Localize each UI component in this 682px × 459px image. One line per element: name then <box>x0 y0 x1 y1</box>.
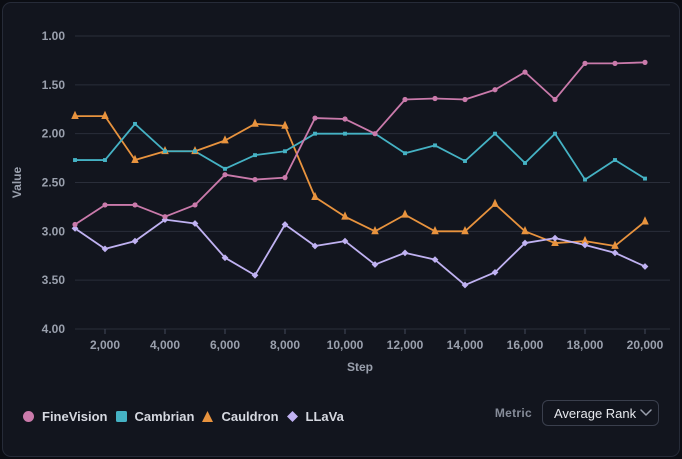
svg-text:2.00: 2.00 <box>42 127 66 141</box>
svg-text:Value: Value <box>10 167 24 199</box>
svg-text:16,000: 16,000 <box>507 338 544 352</box>
svg-text:2.50: 2.50 <box>42 176 66 190</box>
svg-text:10,000: 10,000 <box>327 338 364 352</box>
svg-text:3.50: 3.50 <box>42 273 66 287</box>
svg-text:1.50: 1.50 <box>42 78 66 92</box>
svg-text:2,000: 2,000 <box>90 338 120 352</box>
svg-text:1.00: 1.00 <box>42 29 66 43</box>
svg-text:20,000: 20,000 <box>627 338 664 352</box>
svg-text:18,000: 18,000 <box>567 338 604 352</box>
svg-text:4,000: 4,000 <box>150 338 180 352</box>
svg-text:6,000: 6,000 <box>210 338 240 352</box>
svg-text:Step: Step <box>347 360 373 374</box>
svg-text:8,000: 8,000 <box>270 338 300 352</box>
svg-text:14,000: 14,000 <box>447 338 484 352</box>
svg-text:12,000: 12,000 <box>387 338 424 352</box>
svg-text:3.00: 3.00 <box>42 224 66 238</box>
svg-text:4.00: 4.00 <box>42 322 66 336</box>
